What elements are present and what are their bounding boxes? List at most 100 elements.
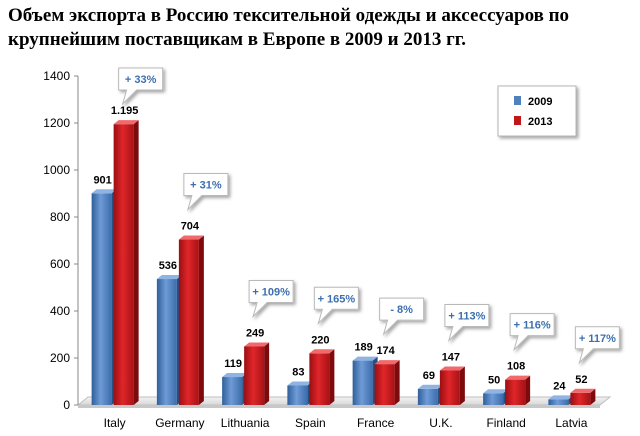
data-label-2013: 249 — [246, 327, 264, 339]
bar-top-2009 — [156, 275, 182, 280]
change-callout-box — [313, 286, 359, 326]
bar-side-2013 — [264, 342, 270, 405]
data-label-2013: 147 — [442, 351, 460, 363]
change-callout-box — [379, 297, 425, 336]
bar-top-2013 — [570, 388, 596, 393]
bar-top-2013 — [505, 375, 531, 380]
data-label-2013: 52 — [575, 374, 587, 386]
x-category-label: Germany — [155, 416, 204, 430]
x-category-label: Spain — [295, 416, 326, 430]
change-callout-text: + 31% — [190, 180, 222, 192]
change-callout: + 113% — [444, 303, 490, 343]
bar-2013-Lithuania — [244, 346, 265, 405]
x-category-label: France — [357, 416, 395, 430]
legend-swatch-2013 — [514, 116, 521, 125]
y-tick-label: 400 — [50, 304, 70, 318]
bar-top-2013 — [244, 342, 270, 347]
chart-title-line-1: Объем экспорта в Россию тексительной оде… — [8, 5, 570, 26]
data-label-2013: 1.195 — [111, 105, 139, 117]
bar-2013-Italy — [113, 124, 134, 406]
bar-side-2013 — [329, 349, 335, 405]
chart-floor-edge — [78, 405, 600, 408]
change-callout: + 116% — [509, 313, 555, 352]
change-callout-text: + 165% — [318, 293, 356, 305]
bar-side-2013 — [525, 375, 531, 405]
data-label-2013: 108 — [507, 361, 525, 373]
bar-top-2013 — [309, 349, 335, 354]
data-label-2009: 119 — [224, 358, 242, 370]
legend-label-2009: 2009 — [528, 96, 552, 108]
bar-2009-Lithuania — [222, 377, 243, 405]
y-tick-label: 800 — [50, 210, 70, 224]
bar-top-2009 — [222, 373, 248, 378]
bar-side-2013 — [394, 360, 400, 405]
bar-2013-U.K. — [439, 370, 460, 405]
bar-2009-Finland — [483, 393, 504, 405]
data-label-2009: 50 — [488, 374, 500, 386]
bar-side-2013 — [459, 366, 465, 405]
bar-2013-France — [374, 364, 395, 405]
change-callout-box — [509, 313, 555, 352]
bar-top-2013 — [439, 366, 465, 371]
bar-top-2013 — [113, 120, 139, 125]
change-callout-text: + 116% — [514, 320, 551, 332]
bar-side-2013 — [198, 235, 204, 405]
legend-box — [497, 85, 577, 137]
data-label-2009: 24 — [553, 380, 566, 392]
bar-top-2009 — [287, 381, 313, 386]
change-callout-text: + 117% — [579, 333, 616, 345]
chart-title-line-2: крупнейшим поставщикам в Европе в 2009 и… — [8, 29, 466, 50]
data-label-2013: 174 — [376, 345, 395, 357]
change-callout-text: + 113% — [448, 310, 485, 322]
bar-top-2009 — [352, 356, 378, 361]
y-tick-label: 600 — [50, 257, 70, 271]
bar-top-2009 — [417, 384, 443, 389]
bar-2009-U.K. — [417, 388, 438, 405]
data-label-2009: 69 — [423, 370, 435, 382]
change-callout: + 31% — [183, 173, 229, 212]
data-label-2009: 83 — [292, 366, 304, 378]
x-category-label: U.K. — [429, 416, 452, 430]
data-label-2009: 536 — [159, 260, 177, 272]
chart-title: Объем экспорта в Россию тексительной оде… — [8, 4, 633, 52]
change-callout: + 165% — [313, 286, 359, 326]
y-tick-label: 0 — [63, 398, 70, 412]
change-callout-box — [574, 326, 620, 365]
bar-2013-Spain — [309, 353, 330, 405]
bar-2013-Finland — [505, 379, 526, 405]
bar-top-2009 — [548, 395, 574, 400]
change-callout-text: + 33% — [125, 74, 157, 86]
change-callout: + 117% — [574, 326, 620, 365]
y-tick-label: 200 — [50, 351, 70, 365]
bar-2009-France — [352, 360, 373, 405]
legend-label-2013: 2013 — [528, 116, 552, 128]
x-category-label: Finland — [486, 416, 525, 430]
y-tick-label: 1200 — [43, 116, 70, 130]
bar-2013-Latvia — [570, 392, 591, 405]
bar-2009-Spain — [287, 385, 308, 405]
legend-swatch-2009 — [514, 96, 521, 105]
bar-top-2013 — [178, 235, 204, 240]
bar-top-2013 — [374, 360, 400, 365]
change-callout-text: - 8% — [390, 304, 413, 316]
bar-2009-Germany — [156, 279, 177, 405]
data-label-2013: 220 — [311, 334, 329, 346]
bar-top-2009 — [483, 389, 509, 394]
change-callout-box — [248, 279, 294, 319]
bar-side-2013 — [133, 120, 139, 406]
data-label-2013: 704 — [181, 221, 200, 233]
bar-2013-Germany — [178, 239, 199, 405]
x-category-label: Lithuania — [221, 416, 270, 430]
change-callout: - 8% — [379, 297, 425, 336]
change-callout: + 33% — [118, 67, 164, 106]
x-category-label: Latvia — [555, 416, 587, 430]
bar-2009-Latvia — [548, 399, 569, 405]
change-callout-box — [118, 67, 164, 106]
change-callout-box — [183, 173, 229, 212]
change-callout-text: + 109% — [252, 286, 290, 298]
bar-side-2013 — [590, 388, 596, 405]
y-tick-label: 1000 — [43, 163, 70, 177]
change-callout: + 109% — [248, 279, 294, 319]
data-label-2009: 901 — [93, 174, 111, 186]
